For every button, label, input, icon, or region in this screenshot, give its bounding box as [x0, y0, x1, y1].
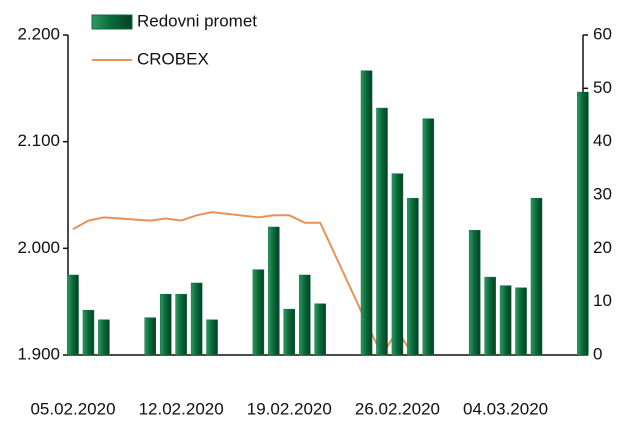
bar: [175, 293, 187, 356]
bar: [67, 274, 79, 356]
y2-tick-label: 20: [593, 238, 612, 257]
bar: [252, 269, 265, 356]
bar: [144, 317, 156, 356]
bar: [268, 226, 280, 356]
y-tick-label: 2.100: [17, 131, 60, 150]
bar: [376, 107, 388, 356]
bar: [422, 118, 435, 356]
bar: [530, 197, 543, 356]
y-tick-label: 2.000: [17, 238, 60, 257]
bar: [98, 319, 110, 356]
bar: [468, 229, 481, 356]
x-tick-label: 05.02.2020: [30, 399, 115, 418]
x-tick-label: 19.02.2020: [247, 399, 332, 418]
y2-tick-label: 30: [593, 184, 612, 203]
y2-tick-label: 10: [593, 291, 612, 310]
bar: [515, 287, 527, 356]
bar: [159, 293, 172, 356]
bar: [484, 276, 496, 356]
legend-label: Redovni promet: [137, 11, 257, 30]
y-tick-label: 2.200: [17, 24, 60, 43]
y2-tick-label: 0: [593, 344, 602, 363]
bar: [499, 285, 512, 356]
bar: [206, 319, 218, 356]
x-tick-label: 04.03.2020: [463, 399, 548, 418]
legend-label: CROBEX: [137, 49, 209, 68]
y2-tick-label: 50: [593, 78, 612, 97]
bar: [283, 308, 296, 356]
bar: [82, 309, 95, 356]
y2-tick-label: 40: [593, 131, 612, 150]
legend-swatch: [91, 14, 133, 30]
bar: [299, 274, 311, 356]
bar: [314, 303, 326, 356]
x-tick-label: 12.02.2020: [139, 399, 224, 418]
x-tick-label: 26.02.2020: [355, 399, 440, 418]
y2-tick-label: 60: [593, 24, 612, 43]
bar: [190, 282, 203, 356]
y-tick-label: 1.900: [17, 344, 60, 363]
bar: [407, 197, 419, 356]
bar: [391, 173, 404, 356]
bar: [577, 91, 589, 356]
bar: [360, 70, 373, 356]
